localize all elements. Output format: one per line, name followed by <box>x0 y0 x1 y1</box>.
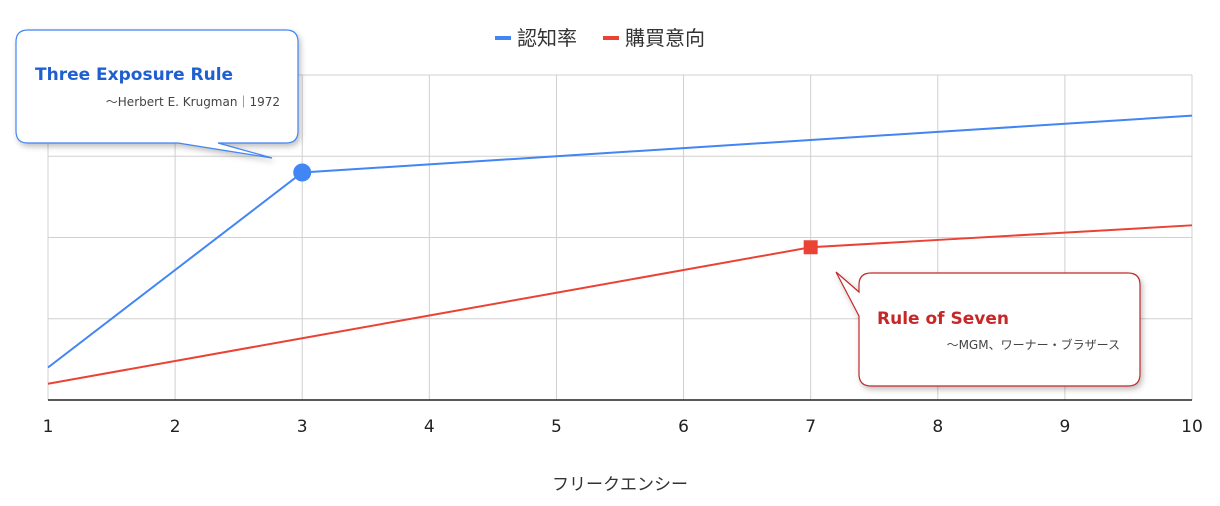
series-line-0 <box>47 114 1193 369</box>
legend-label-1: 購買意向 <box>625 26 705 50</box>
x-tick-label: 8 <box>932 417 943 437</box>
chart-legend: 認知率 購買意向 <box>495 26 705 50</box>
series-point-0 <box>293 163 312 182</box>
callout-three-exposure-subtitle: 〜Herbert E. Krugman｜1972 <box>106 95 280 109</box>
callout-rule-of-seven-subtitle: 〜MGM、ワーナー・ブラザース <box>947 337 1120 352</box>
chart-series <box>47 114 1193 385</box>
callout-three-exposure: Three Exposure Rule 〜Herbert E. Krugman｜… <box>15 29 299 159</box>
callout-three-exposure-title: Three Exposure Rule <box>35 65 233 85</box>
x-tick-label: 5 <box>551 417 562 437</box>
x-tick-label: 1 <box>43 417 54 437</box>
series-line-1 <box>47 224 1193 385</box>
legend-swatch-1 <box>603 36 619 40</box>
legend-swatch-0 <box>495 36 511 40</box>
x-tick-label: 10 <box>1181 417 1203 437</box>
callout-three-exposure-box <box>15 29 299 159</box>
callout-rule-of-seven: Rule of Seven 〜MGM、ワーナー・ブラザース <box>835 271 1141 387</box>
x-tick-label: 6 <box>678 417 689 437</box>
series-point-1 <box>803 240 818 255</box>
x-axis-title: フリークエンシー <box>552 475 688 495</box>
x-tick-label: 4 <box>424 417 435 437</box>
x-tick-label: 3 <box>297 417 308 437</box>
chart-axes: 1 2 3 4 5 6 7 8 9 10 <box>43 399 1203 437</box>
callout-rule-of-seven-title: Rule of Seven <box>877 309 1009 329</box>
legend-label-0: 認知率 <box>517 26 577 50</box>
x-tick-label: 9 <box>1059 417 1070 437</box>
x-tick-label: 2 <box>170 417 181 437</box>
x-tick-label: 7 <box>805 417 816 437</box>
callout-rule-of-seven-box <box>835 271 1141 387</box>
